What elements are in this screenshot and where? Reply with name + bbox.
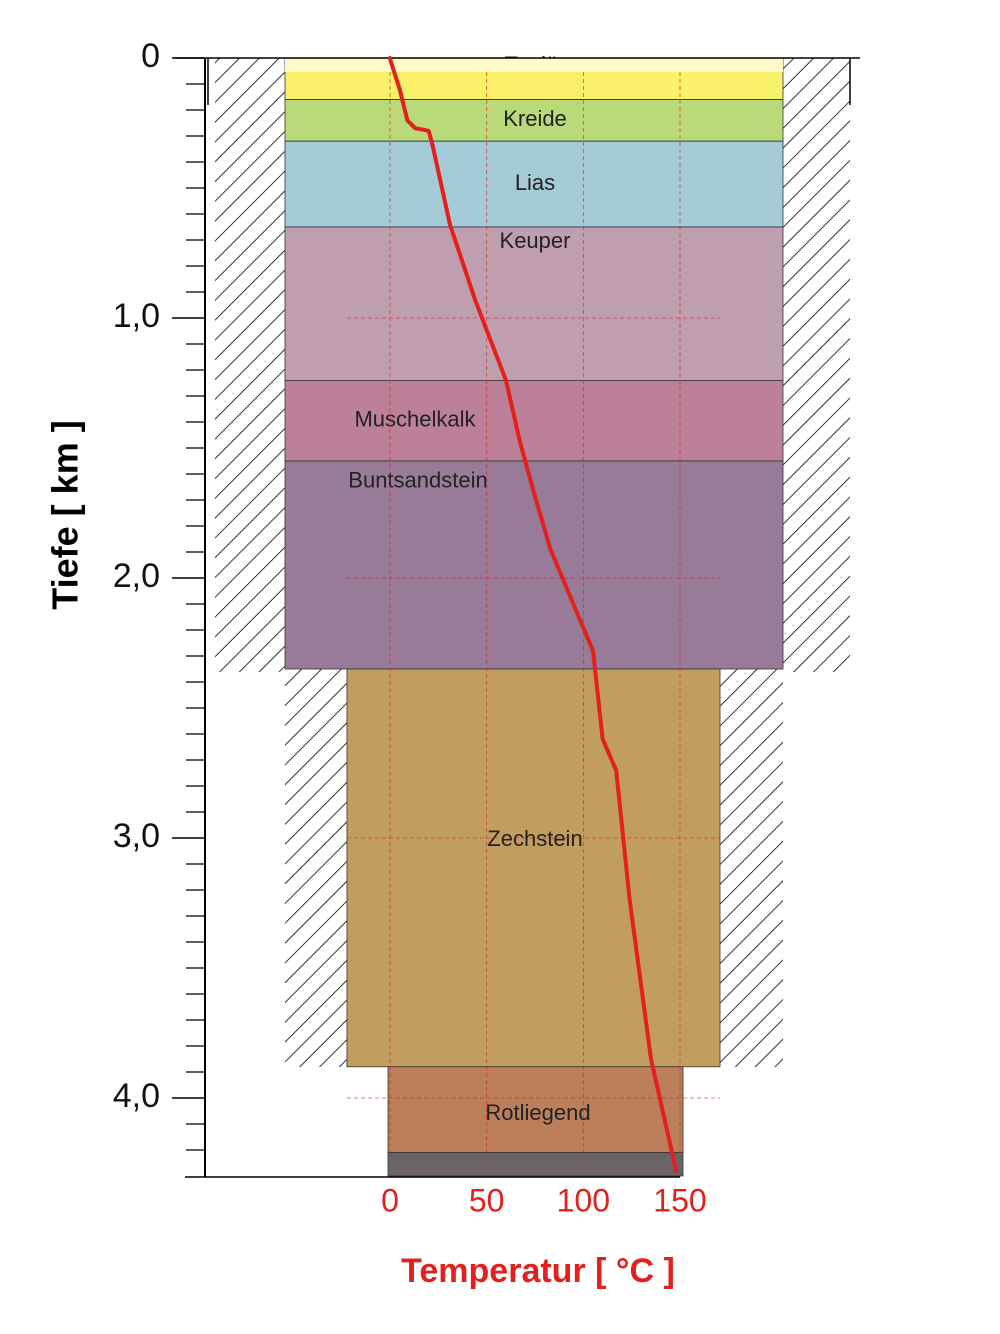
layer	[284, 99, 784, 142]
y-tick-label: 1,0	[113, 297, 160, 335]
layer	[387, 1152, 684, 1177]
layer	[346, 668, 721, 1068]
y-axis-title: Tiefe [ km ]	[45, 420, 86, 609]
y-tick-label: 0	[141, 37, 160, 75]
wall	[783, 58, 850, 672]
layer-label: Muschelkalk	[354, 407, 476, 432]
x-tick-label: 100	[557, 1182, 610, 1218]
layer-label: Rotliegend	[485, 1100, 590, 1125]
y-tick-label: 2,0	[113, 557, 160, 595]
wall	[285, 660, 347, 1067]
layer	[284, 226, 784, 381]
layer-label: Kreide	[503, 106, 567, 131]
x-axis-title: Temperatur [ °C ]	[401, 1252, 675, 1290]
layer	[284, 379, 784, 462]
layer-label: Lias	[515, 170, 555, 195]
temperature-line	[388, 56, 679, 1173]
x-tick-label: 0	[381, 1182, 399, 1218]
layer	[284, 140, 784, 228]
y-tick-label: 3,0	[113, 817, 160, 855]
layer	[387, 1066, 684, 1154]
wall	[720, 660, 783, 1067]
hatched-walls	[207, 58, 851, 1067]
x-tick-label: 150	[653, 1182, 706, 1218]
layer-label: Buntsandstein	[348, 468, 487, 493]
x-tick-label: 50	[469, 1182, 505, 1218]
layer-label: Keuper	[500, 228, 571, 253]
wall	[215, 58, 285, 672]
top-band	[285, 58, 783, 72]
y-tick-label: 4,0	[113, 1077, 160, 1115]
